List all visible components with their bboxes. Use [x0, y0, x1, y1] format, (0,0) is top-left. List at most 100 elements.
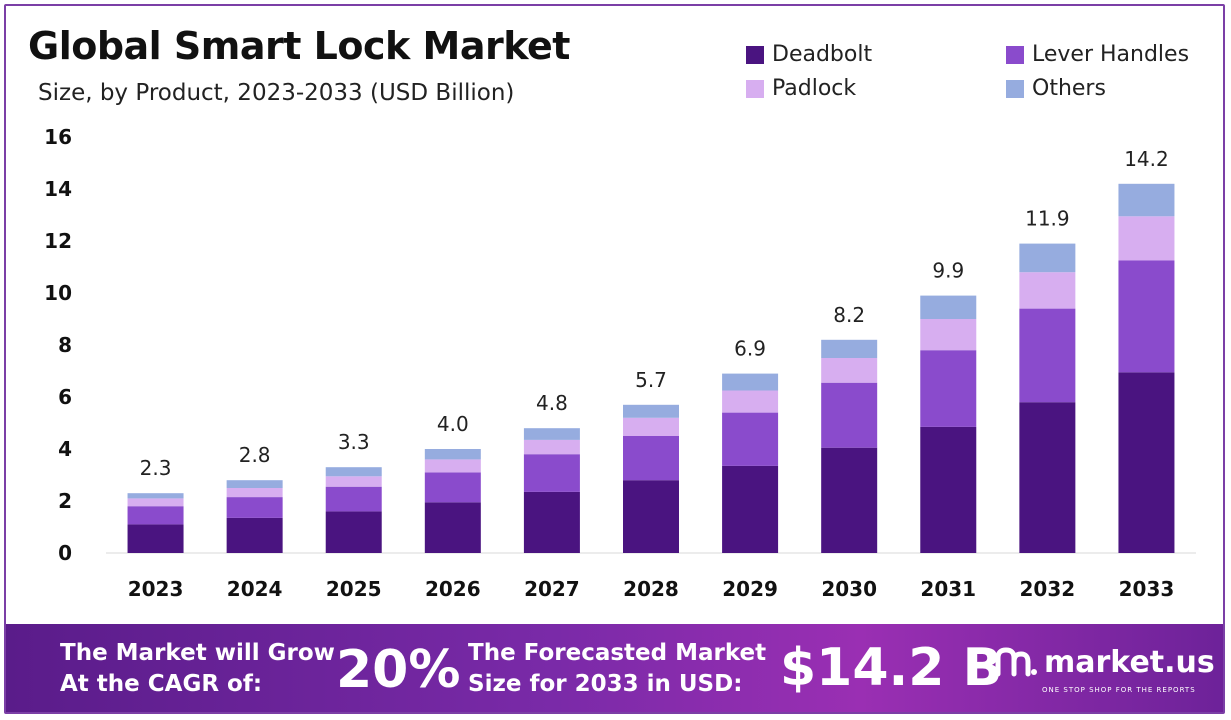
- x-tick-label: 2025: [326, 577, 382, 601]
- legend-swatch: [746, 79, 764, 98]
- bar-segment-lever-handles: [920, 350, 977, 427]
- legend-item-lever-handles: Lever Handles: [1006, 42, 1189, 67]
- cagr-value: 20%: [336, 640, 461, 700]
- bar-segment-lever-handles: [424, 472, 481, 503]
- bar-segment-padlock: [821, 358, 878, 383]
- bar-segment-others: [920, 295, 977, 319]
- bar-segment-padlock: [1118, 216, 1175, 261]
- forecast-value: $14.2 B: [780, 638, 1003, 698]
- total-data-label: 5.7: [635, 368, 667, 392]
- bar-segment-lever-handles: [325, 486, 382, 512]
- x-tick-label: 2029: [722, 577, 778, 601]
- bar-segment-others: [127, 493, 184, 499]
- bar-segment-deadbolt: [623, 480, 679, 553]
- brand-tagline: ONE STOP SHOP FOR THE REPORTS: [1042, 686, 1196, 694]
- forecast-label-line-1: The Forecasted Market: [468, 640, 767, 666]
- legend-item-others: Others: [1006, 76, 1106, 101]
- bar-segment-others: [325, 467, 382, 477]
- total-data-label: 11.9: [1025, 207, 1070, 231]
- y-tick-label: 4: [58, 437, 72, 461]
- bar-segment-padlock: [424, 459, 481, 473]
- cagr-label: The Market will Grow At the CAGR of:: [60, 638, 335, 700]
- bar-segment-others: [523, 428, 580, 440]
- legend-item-padlock: Padlock: [746, 76, 856, 101]
- y-tick-label: 12: [44, 229, 72, 253]
- bar-segment-deadbolt: [1118, 372, 1175, 553]
- market-us-logo-icon: [995, 647, 1037, 677]
- bar-segment-deadbolt: [226, 517, 283, 553]
- legend-swatch: [1006, 79, 1024, 98]
- bar-segment-lever-handles: [1019, 308, 1076, 403]
- x-tick-label: 2030: [821, 577, 877, 601]
- bar-segment-padlock: [325, 476, 382, 487]
- bar-segment-deadbolt: [920, 426, 977, 553]
- x-tick-label: 2023: [128, 577, 184, 601]
- y-tick-label: 10: [44, 281, 72, 305]
- brand-logo: market.us ONE STOP SHOP FOR THE REPORTS: [994, 644, 1215, 694]
- bar-segment-padlock: [722, 390, 779, 413]
- bar-segment-lever-handles: [523, 454, 580, 492]
- bar-segment-padlock: [127, 498, 184, 507]
- bar-segment-lever-handles: [722, 412, 779, 466]
- bar-segment-padlock: [226, 488, 283, 498]
- x-tick-label: 2033: [1119, 577, 1175, 601]
- bar-segment-deadbolt: [325, 511, 382, 553]
- legend-swatch: [746, 45, 764, 64]
- total-data-label: 8.2: [833, 303, 865, 327]
- x-tick-label: 2027: [524, 577, 580, 601]
- bar-segment-lever-handles: [623, 436, 679, 481]
- legend-label: Padlock: [772, 76, 857, 101]
- legend-label: Lever Handles: [1032, 42, 1190, 67]
- forecast-label: The Forecasted Market Size for 2033 in U…: [468, 638, 766, 700]
- forecast-label-line-2: Size for 2033 in USD:: [468, 671, 743, 697]
- bar-segment-deadbolt: [127, 524, 184, 553]
- y-tick-label: 8: [58, 333, 72, 357]
- bar-segment-lever-handles: [821, 382, 878, 448]
- chart-subtitle: Size, by Product, 2023-2033 (USD Billion…: [38, 80, 515, 106]
- bar-segment-others: [424, 449, 481, 460]
- bar-segment-padlock: [1019, 272, 1076, 309]
- y-tick-label: 0: [58, 541, 72, 565]
- bar-segment-others: [722, 373, 779, 391]
- bar-segment-lever-handles: [226, 497, 283, 518]
- bar-segment-lever-handles: [1118, 260, 1175, 373]
- cagr-label-line-1: The Market will Grow: [60, 640, 335, 666]
- brand-name: market.us: [1044, 644, 1215, 680]
- bar-segment-deadbolt: [523, 491, 580, 553]
- bar-segment-padlock: [920, 319, 977, 351]
- bar-segment-deadbolt: [1019, 402, 1076, 553]
- footer-banner: The Market will Grow At the CAGR of: 20%…: [6, 624, 1223, 712]
- bar-segment-padlock: [523, 439, 580, 455]
- y-tick-label: 2: [58, 489, 72, 513]
- bar-segment-padlock: [623, 417, 679, 436]
- chart-frame: Global Smart Lock Market Size, by Produc…: [4, 4, 1225, 714]
- legend-label: Others: [1032, 76, 1106, 101]
- total-data-label: 6.9: [734, 337, 766, 361]
- chart-title: Global Smart Lock Market: [28, 24, 570, 68]
- stacked-bar-chart: 0 2 4 6 8 10 12 14 16 2.3 2023 2.8 2024 3.3 2025 4.0 202…: [44, 125, 1196, 601]
- bar-segment-others: [821, 339, 878, 358]
- total-data-label: 2.8: [239, 443, 271, 467]
- bar-segment-deadbolt: [821, 447, 878, 553]
- total-data-label: 2.3: [140, 456, 172, 480]
- total-data-label: 4.0: [437, 412, 469, 436]
- x-tick-label: 2031: [920, 577, 976, 601]
- bar-segment-others: [1019, 243, 1076, 273]
- bar-segment-deadbolt: [424, 502, 481, 553]
- legend-swatch: [1006, 45, 1024, 64]
- y-tick-label: 16: [44, 125, 72, 149]
- x-tick-label: 2024: [227, 577, 283, 601]
- bar-segment-others: [226, 480, 283, 488]
- total-data-label: 4.8: [536, 391, 568, 415]
- y-tick-label: 14: [44, 177, 72, 201]
- x-tick-label: 2028: [623, 577, 679, 601]
- legend-item-deadbolt: Deadbolt: [746, 42, 872, 67]
- bar-segment-others: [1118, 183, 1175, 217]
- bar-segment-deadbolt: [722, 465, 779, 553]
- total-data-label: 9.9: [932, 259, 964, 283]
- legend-label: Deadbolt: [772, 42, 873, 67]
- cagr-label-line-2: At the CAGR of:: [60, 671, 263, 697]
- bar-segment-lever-handles: [127, 506, 184, 525]
- x-tick-label: 2032: [1020, 577, 1076, 601]
- y-tick-label: 6: [58, 385, 72, 409]
